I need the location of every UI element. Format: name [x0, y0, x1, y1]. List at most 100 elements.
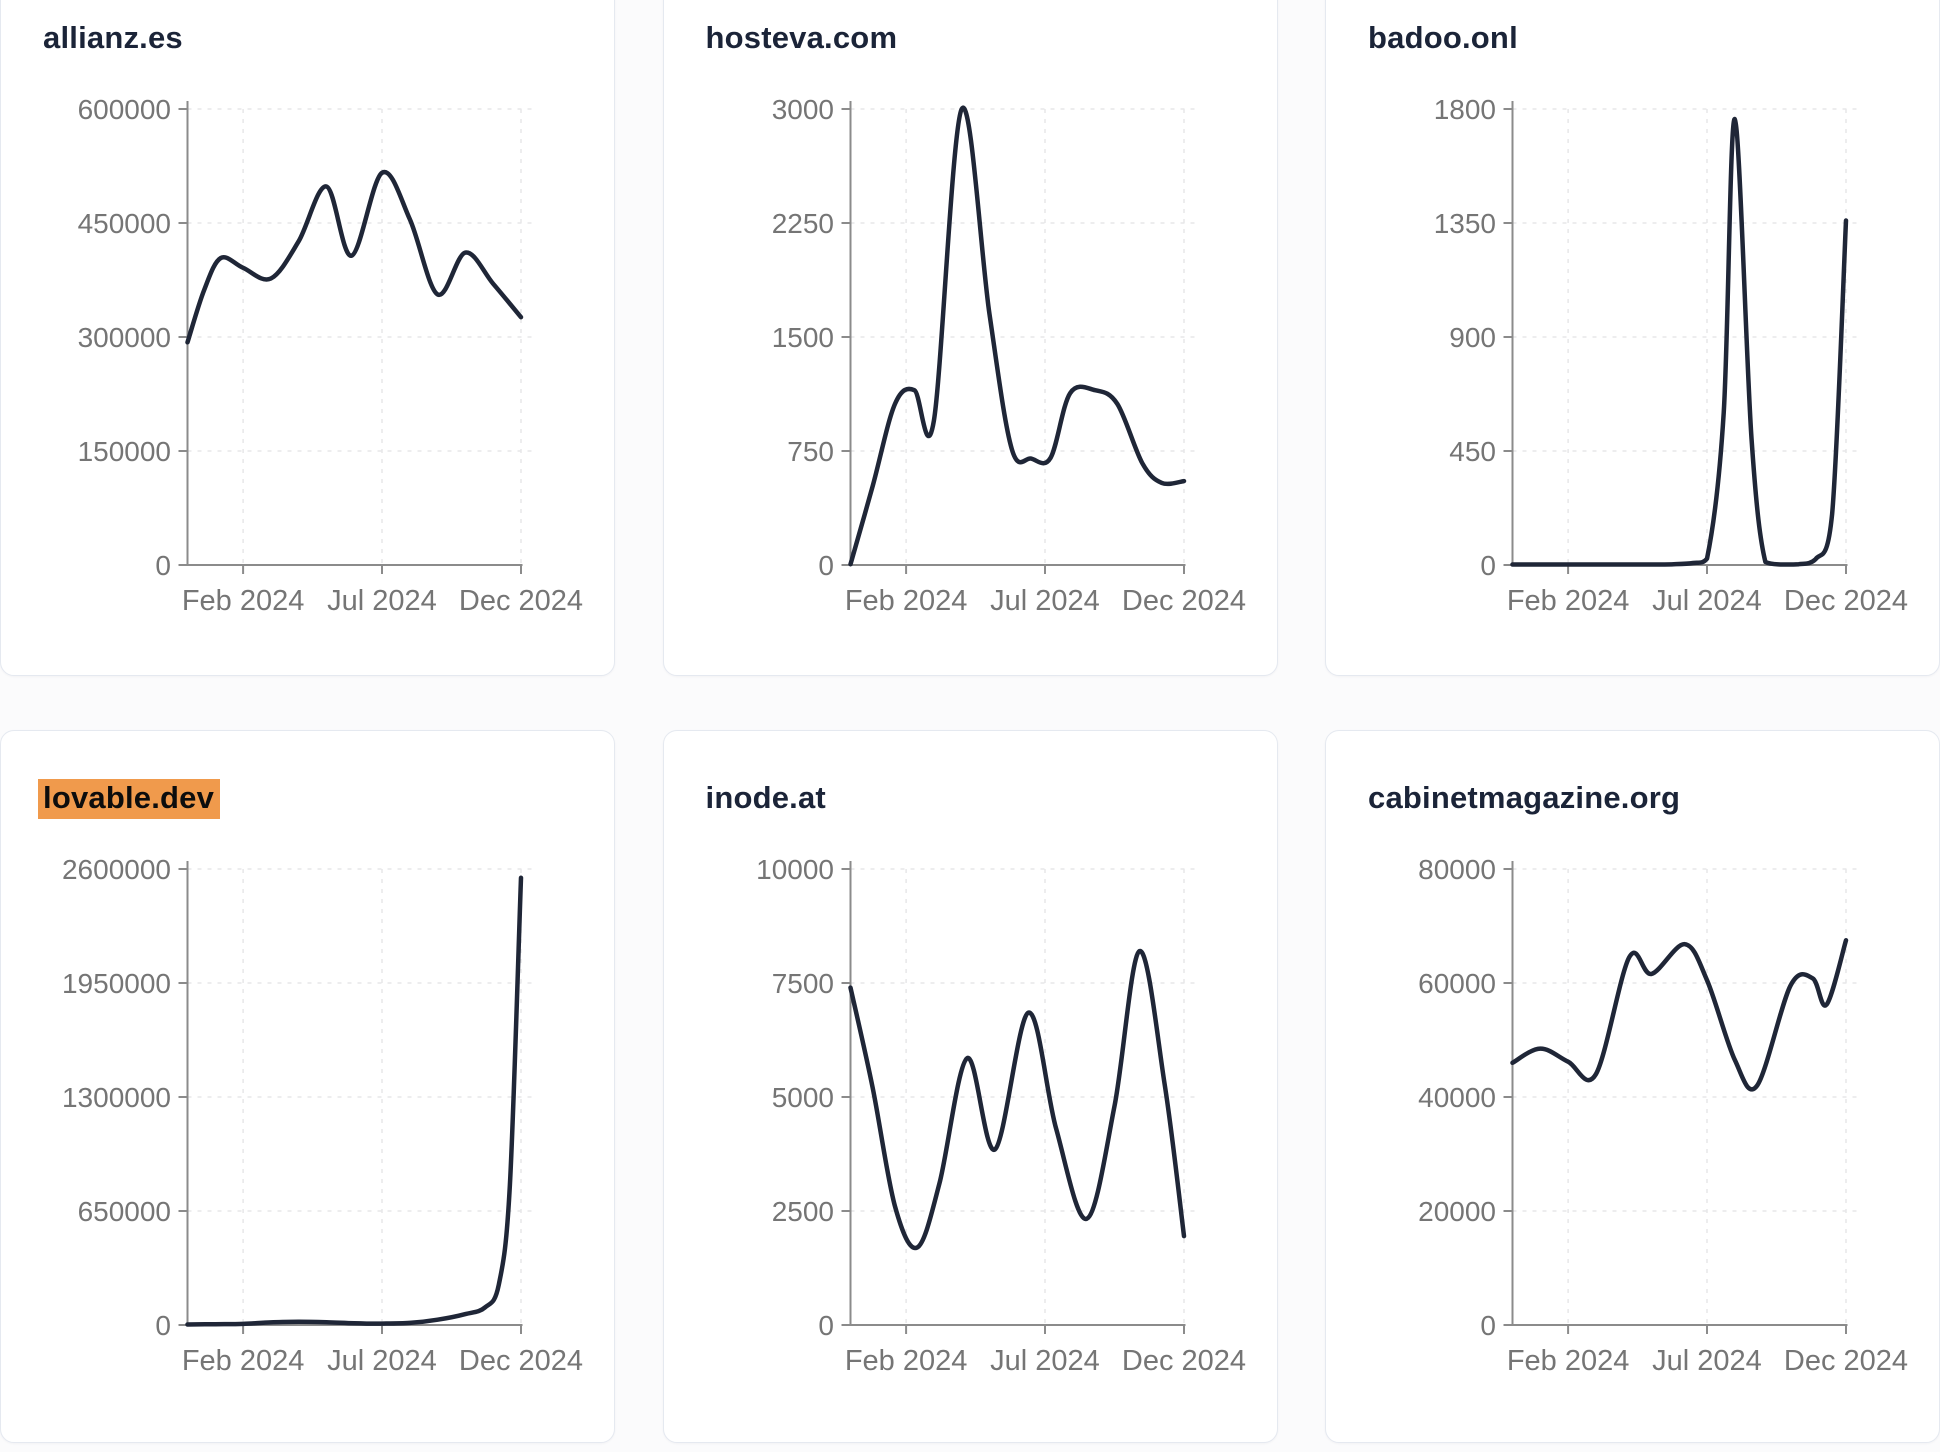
axes	[1503, 861, 1848, 1334]
chart-title-row: lovable.dev	[38, 779, 221, 819]
chart-card-allianz-es: allianz.es 0 150000 300000 450000 600000 Feb …	[0, 0, 615, 676]
chart-title-highlighted: lovable.dev	[38, 779, 221, 819]
svg-text:1300000: 1300000	[62, 1082, 171, 1113]
x-axis-tick-labels: Feb 2024 Jul 2024 Dec 2024	[182, 1345, 583, 1377]
svg-text:300000: 300000	[78, 322, 171, 353]
svg-text:20000: 20000	[1418, 1196, 1496, 1227]
y-axis-tick-labels: 0 750 1500 2250 3000	[771, 94, 833, 581]
svg-text:60000: 60000	[1418, 968, 1496, 999]
svg-text:750: 750	[787, 436, 834, 467]
x-axis-tick-labels: Feb 2024 Jul 2024 Dec 2024	[844, 585, 1245, 617]
chart-title: badoo.onl	[1368, 20, 1518, 55]
svg-text:900: 900	[1449, 322, 1496, 353]
svg-text:Jul 2024: Jul 2024	[990, 1345, 1100, 1377]
x-axis-tick-labels: Feb 2024 Jul 2024 Dec 2024	[844, 1345, 1245, 1377]
line-chart-canvas: 0 20000 40000 60000 80000 Feb 2024 Jul 2024 Dec…	[1418, 854, 1908, 1377]
chart-card-inode-at: inode.at 0 2500 5000 7500 10000 Feb 2024 Jul 2…	[662, 730, 1278, 1443]
chart-title: inode.at	[705, 780, 826, 815]
svg-text:10000: 10000	[756, 854, 834, 885]
svg-text:Jul 2024: Jul 2024	[327, 1345, 437, 1377]
svg-text:1800: 1800	[1434, 94, 1496, 125]
svg-text:Jul 2024: Jul 2024	[990, 585, 1100, 617]
svg-text:Feb 2024: Feb 2024	[844, 1345, 967, 1377]
gridlines	[187, 108, 535, 564]
line-chart-canvas: 0 150000 300000 450000 600000 Feb 2024 Jul 202…	[78, 94, 584, 617]
gridlines	[187, 868, 535, 1324]
y-axis-tick-labels: 0 450 900 1350 1800	[1434, 94, 1496, 581]
chart-title: allianz.es	[43, 20, 183, 55]
svg-text:650000: 650000	[78, 1196, 171, 1227]
gridlines	[1512, 108, 1860, 564]
chart-card-badoo-onl: badoo.onl 0 450 900 1350 1800 Feb 2024 Jul 202…	[1325, 0, 1940, 676]
svg-text:Dec 2024: Dec 2024	[1784, 1345, 1908, 1377]
chart-title: hosteva.com	[705, 20, 898, 55]
svg-text:0: 0	[818, 1310, 834, 1341]
chart-title-row: cabinetmagazine.org	[1368, 779, 1680, 817]
gridlines	[1512, 868, 1860, 1324]
svg-text:Feb 2024: Feb 2024	[1507, 585, 1630, 617]
chart-card-hosteva-com: hosteva.com 0 750 1500 2250 3000 Feb 2024 Jul …	[662, 0, 1278, 676]
chart-title-row: allianz.es	[43, 19, 183, 57]
svg-text:1350: 1350	[1434, 208, 1496, 239]
line-chart-canvas: 0 750 1500 2250 3000 Feb 2024 Jul 2024 Dec 2024	[771, 94, 1245, 617]
svg-text:Jul 2024: Jul 2024	[1652, 1345, 1762, 1377]
line-chart-canvas: 0 2500 5000 7500 10000 Feb 2024 Jul 2024 Dec 20…	[756, 854, 1246, 1377]
axes	[841, 101, 1185, 574]
svg-text:150000: 150000	[78, 436, 171, 467]
svg-text:2500: 2500	[771, 1196, 833, 1227]
svg-text:0: 0	[1480, 1310, 1496, 1341]
svg-text:1950000: 1950000	[62, 968, 171, 999]
data-line	[1510, 116, 1849, 567]
y-axis-tick-labels: 0 20000 40000 60000 80000	[1418, 854, 1496, 1341]
svg-text:3000: 3000	[771, 94, 833, 125]
chart-card-cabinetmagazine-org: cabinetmagazine.org 0 20000 40000 60000 8000…	[1325, 730, 1940, 1443]
axes	[841, 861, 1185, 1334]
chart-title-row: hosteva.com	[706, 19, 898, 57]
svg-text:Feb 2024: Feb 2024	[182, 585, 305, 617]
svg-text:7500: 7500	[771, 968, 833, 999]
line-chart-canvas: 0 650000 1300000 1950000 2600000 Feb 2024 Jul …	[62, 854, 583, 1377]
svg-text:Feb 2024: Feb 2024	[1507, 1345, 1630, 1377]
chart-title-row: badoo.onl	[1368, 19, 1518, 57]
svg-text:2600000: 2600000	[62, 854, 171, 885]
svg-text:Feb 2024: Feb 2024	[182, 1345, 305, 1377]
svg-text:Feb 2024: Feb 2024	[844, 585, 967, 617]
svg-text:Dec 2024: Dec 2024	[459, 585, 583, 617]
y-axis-tick-labels: 0 150000 300000 450000 600000	[78, 94, 171, 581]
gridlines	[850, 108, 1198, 564]
gridlines	[850, 868, 1198, 1324]
data-line	[185, 169, 524, 345]
line-chart-canvas: 0 450 900 1350 1800 Feb 2024 Jul 2024 Dec 2024	[1434, 94, 1908, 617]
svg-text:0: 0	[1480, 550, 1496, 581]
data-line	[1510, 938, 1849, 1092]
svg-text:Dec 2024: Dec 2024	[1121, 585, 1245, 617]
svg-text:0: 0	[818, 550, 834, 581]
data-line	[185, 875, 524, 1327]
chart-card-lovable-dev: lovable.dev 0 650000 1300000 1950000 2600000…	[0, 730, 615, 1443]
x-axis-tick-labels: Feb 2024 Jul 2024 Dec 2024	[182, 585, 583, 617]
data-line	[847, 948, 1186, 1251]
chart-title-row: inode.at	[706, 779, 826, 817]
svg-text:40000: 40000	[1418, 1082, 1496, 1113]
svg-text:0: 0	[155, 1310, 171, 1341]
svg-text:2250: 2250	[771, 208, 833, 239]
chart-title: cabinetmagazine.org	[1368, 780, 1681, 815]
svg-text:0: 0	[155, 550, 171, 581]
x-axis-tick-labels: Feb 2024 Jul 2024 Dec 2024	[1507, 585, 1908, 617]
data-line	[847, 105, 1186, 567]
x-axis-tick-labels: Feb 2024 Jul 2024 Dec 2024	[1507, 1345, 1908, 1377]
svg-text:Dec 2024: Dec 2024	[459, 1345, 583, 1377]
svg-text:Jul 2024: Jul 2024	[327, 585, 437, 617]
svg-text:Dec 2024: Dec 2024	[1784, 585, 1908, 617]
y-axis-tick-labels: 0 650000 1300000 1950000 2600000	[62, 854, 171, 1341]
svg-text:Dec 2024: Dec 2024	[1121, 1345, 1245, 1377]
svg-text:Jul 2024: Jul 2024	[1652, 585, 1762, 617]
svg-text:600000: 600000	[78, 94, 171, 125]
y-axis-tick-labels: 0 2500 5000 7500 10000	[756, 854, 834, 1341]
svg-text:450000: 450000	[78, 208, 171, 239]
svg-text:1500: 1500	[771, 322, 833, 353]
axes	[178, 101, 523, 574]
svg-text:80000: 80000	[1418, 854, 1496, 885]
svg-text:450: 450	[1449, 436, 1496, 467]
